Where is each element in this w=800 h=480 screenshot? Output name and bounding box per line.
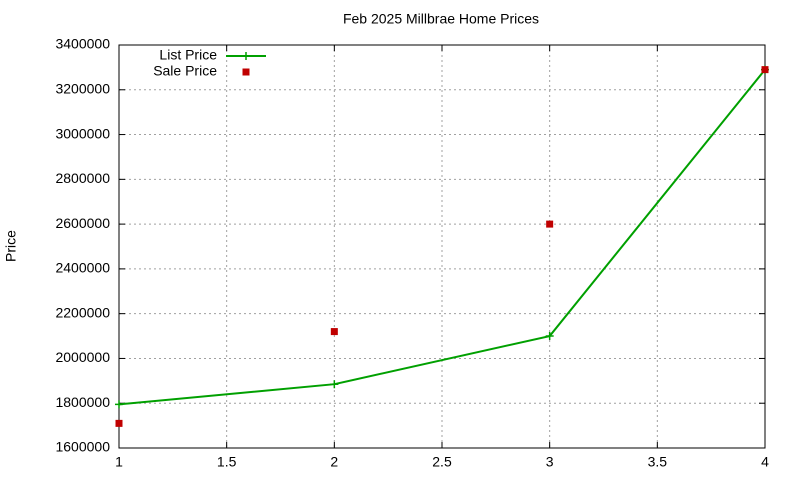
x-tick-label: 1	[115, 454, 123, 470]
legend-label: Sale Price	[153, 63, 217, 79]
y-tick-label: 1800000	[55, 394, 110, 410]
x-tick-label: 4	[761, 454, 769, 470]
y-tick-label: 3000000	[55, 125, 110, 141]
y-tick-label: 2200000	[55, 304, 110, 320]
chart-title: Feb 2025 Millbrae Home Prices	[343, 11, 539, 27]
x-tick-label: 3.5	[648, 454, 668, 470]
x-tick-label: 3	[546, 454, 554, 470]
x-tick-label: 1.5	[217, 454, 237, 470]
point	[115, 419, 123, 427]
point	[761, 66, 769, 74]
y-tick-label: 3200000	[55, 80, 110, 96]
y-tick-label: 3400000	[55, 36, 110, 52]
point	[330, 380, 339, 389]
y-tick-label: 2000000	[55, 349, 110, 365]
point	[115, 400, 123, 409]
x-tick-label: 2.5	[432, 454, 452, 470]
point	[330, 328, 338, 336]
series-line	[118, 68, 766, 406]
plot-border	[118, 44, 766, 449]
y-tick-label: 2600000	[55, 215, 110, 231]
x-tick-label: 2	[330, 454, 338, 470]
point	[546, 220, 554, 228]
point	[545, 332, 554, 341]
y-tick-label: 1600000	[55, 439, 110, 455]
y-tick-label: 2800000	[55, 170, 110, 186]
y-axis-label: Price	[3, 230, 19, 262]
legend-label: List Price	[159, 47, 217, 63]
legend-marker	[242, 52, 250, 60]
y-tick-label: 2400000	[55, 260, 110, 276]
legend-marker	[242, 68, 250, 76]
